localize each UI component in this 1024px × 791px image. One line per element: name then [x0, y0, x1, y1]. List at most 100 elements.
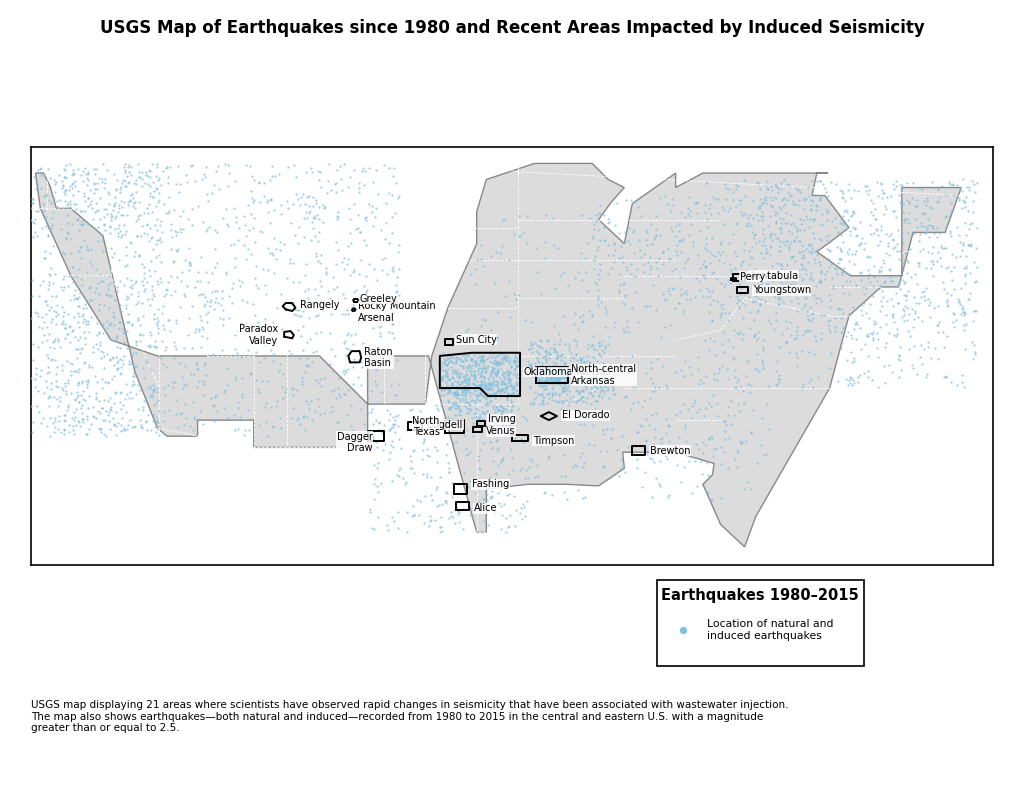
Point: [476, 372, 493, 384]
Point: [488, 355, 505, 368]
Point: [549, 350, 565, 362]
Point: [309, 209, 326, 221]
Point: [504, 388, 520, 401]
Point: [488, 369, 505, 382]
Point: [489, 357, 506, 369]
Point: [865, 290, 882, 303]
Point: [573, 384, 590, 397]
Point: [469, 253, 485, 266]
Point: [415, 467, 431, 480]
Point: [805, 274, 821, 286]
Point: [812, 192, 828, 205]
Point: [762, 210, 778, 222]
Point: [549, 369, 565, 382]
Point: [178, 411, 195, 424]
Point: [169, 271, 185, 283]
Point: [440, 348, 457, 361]
Point: [258, 195, 274, 208]
Point: [759, 246, 775, 259]
Point: [284, 382, 300, 395]
Point: [291, 418, 307, 431]
Point: [966, 339, 982, 351]
Point: [596, 388, 612, 400]
Point: [143, 231, 160, 244]
Point: [188, 323, 205, 335]
Point: [913, 358, 930, 370]
Point: [342, 269, 358, 282]
Point: [196, 168, 212, 180]
Point: [824, 271, 841, 284]
Point: [746, 295, 763, 308]
Point: [481, 398, 498, 411]
Point: [862, 276, 879, 289]
Point: [446, 387, 463, 399]
Point: [882, 271, 898, 283]
Point: [388, 286, 404, 299]
Point: [544, 365, 560, 378]
Point: [48, 380, 65, 392]
Point: [838, 203, 854, 216]
Point: [637, 466, 653, 479]
Point: [552, 368, 568, 380]
Point: [238, 322, 254, 335]
Point: [821, 244, 838, 257]
Point: [655, 246, 672, 259]
Point: [942, 225, 958, 237]
Point: [375, 444, 391, 456]
Point: [120, 161, 136, 173]
Point: [412, 405, 428, 418]
Point: [384, 418, 400, 431]
Point: [138, 165, 155, 178]
Point: [502, 375, 518, 388]
Point: [295, 343, 311, 356]
Point: [724, 273, 740, 286]
Point: [44, 290, 60, 302]
Point: [183, 368, 200, 380]
Point: [531, 373, 548, 386]
Point: [59, 308, 76, 320]
Point: [131, 166, 147, 179]
Point: [741, 252, 758, 264]
Point: [293, 191, 309, 203]
Point: [27, 225, 43, 238]
Point: [846, 206, 862, 219]
Point: [212, 312, 228, 324]
Point: [437, 382, 454, 395]
Point: [59, 279, 76, 292]
Point: [651, 191, 668, 204]
Point: [834, 268, 850, 281]
Point: [386, 514, 402, 527]
Point: [58, 354, 75, 367]
Point: [461, 403, 477, 415]
Point: [643, 452, 659, 465]
Point: [216, 385, 232, 398]
Point: [966, 177, 982, 190]
Point: [477, 314, 494, 327]
Point: [754, 356, 770, 369]
Point: [705, 450, 721, 463]
Point: [599, 338, 615, 350]
Point: [463, 361, 479, 374]
Point: [503, 394, 519, 407]
Point: [592, 258, 608, 271]
Point: [223, 297, 240, 309]
Point: [678, 435, 694, 448]
Point: [624, 350, 640, 362]
Point: [945, 283, 962, 296]
Point: [148, 397, 165, 410]
Point: [757, 294, 773, 307]
Point: [697, 206, 714, 218]
Point: [549, 348, 565, 361]
Point: [803, 199, 819, 211]
Point: [159, 283, 175, 296]
Point: [66, 188, 82, 201]
Point: [364, 206, 380, 218]
Point: [713, 441, 729, 453]
Point: [78, 314, 94, 327]
Point: [924, 176, 940, 188]
Point: [74, 407, 90, 420]
Point: [732, 437, 749, 450]
Point: [654, 258, 671, 271]
Point: [707, 368, 723, 380]
Point: [676, 262, 692, 274]
